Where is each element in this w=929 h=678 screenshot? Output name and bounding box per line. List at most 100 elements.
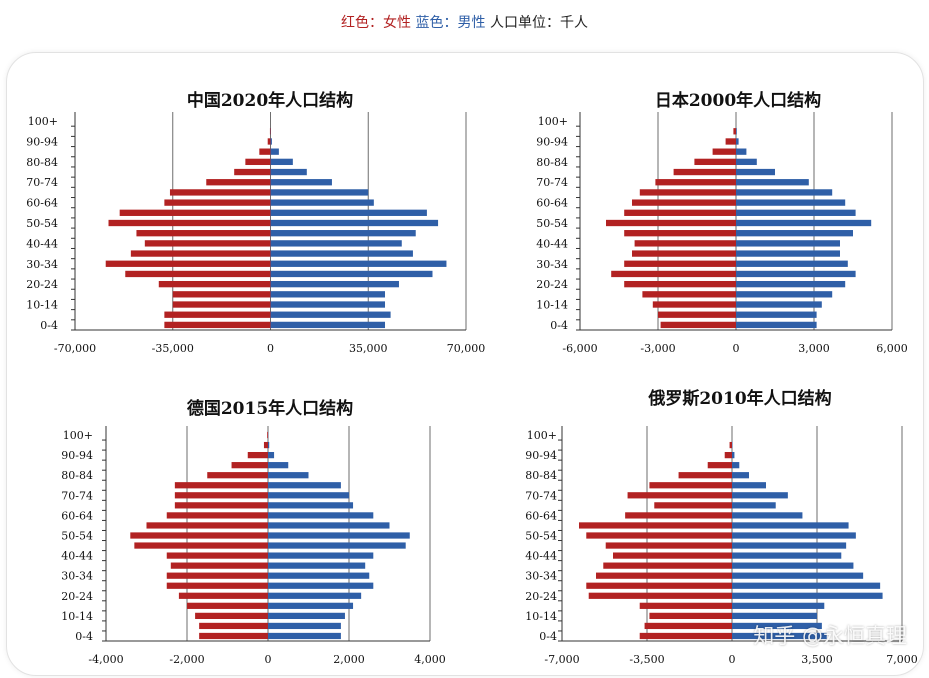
female-bar bbox=[170, 562, 268, 569]
male-bar bbox=[732, 472, 749, 479]
male-bar bbox=[732, 622, 822, 630]
male-bar bbox=[736, 230, 853, 237]
chart-title: 日本2000年人口结构 bbox=[655, 90, 821, 111]
female-bar bbox=[158, 280, 271, 288]
x-tick-label: -70,000 bbox=[54, 342, 96, 355]
female-bar bbox=[586, 532, 732, 539]
male-bar bbox=[732, 502, 776, 509]
x-tick-label: 0 bbox=[729, 653, 736, 666]
male-bar bbox=[270, 240, 402, 247]
female-bar bbox=[247, 452, 268, 459]
male-bar bbox=[268, 542, 406, 549]
male-bar bbox=[268, 452, 275, 459]
chart-title: 德国2015年人口结构 bbox=[187, 398, 353, 419]
age-group-label: 80-84 bbox=[536, 156, 568, 169]
female-bar bbox=[632, 250, 736, 257]
x-tick-label: 0 bbox=[265, 653, 272, 666]
male-bar bbox=[736, 270, 856, 278]
age-group-label: 0-4 bbox=[40, 319, 58, 332]
x-tick-label: -35,000 bbox=[152, 342, 194, 355]
age-group-label: 30-34 bbox=[525, 570, 557, 583]
female-bar bbox=[164, 199, 271, 206]
female-bar bbox=[624, 209, 736, 216]
male-bar bbox=[270, 179, 332, 186]
age-group-label: 50-54 bbox=[536, 217, 568, 230]
chart-title: 俄罗斯2010年人口结构 bbox=[647, 388, 831, 409]
female-bar bbox=[605, 542, 732, 549]
female-bar bbox=[649, 482, 732, 489]
male-bar bbox=[736, 199, 846, 206]
age-group-label: 90-94 bbox=[26, 135, 58, 148]
male-bar bbox=[268, 622, 341, 630]
age-group-label: 10-14 bbox=[61, 610, 93, 623]
male-bar bbox=[732, 632, 827, 640]
male-bar bbox=[268, 582, 374, 589]
female-bar bbox=[207, 472, 268, 479]
female-bar bbox=[105, 260, 271, 267]
male-bar bbox=[736, 291, 833, 298]
male-bar bbox=[270, 148, 279, 155]
age-group-label: 90-94 bbox=[525, 449, 557, 462]
female-bar bbox=[678, 472, 732, 479]
age-group-label: 70-74 bbox=[525, 489, 557, 502]
male-bar bbox=[732, 532, 856, 539]
age-group-label: 70-74 bbox=[61, 489, 93, 502]
female-bar bbox=[625, 512, 732, 519]
x-tick-label: 0 bbox=[733, 342, 740, 355]
male-bar bbox=[268, 552, 374, 559]
x-tick-label: -2,000 bbox=[169, 653, 204, 666]
female-bar bbox=[586, 582, 732, 589]
male-bar bbox=[736, 321, 817, 329]
female-bar bbox=[579, 522, 732, 529]
age-group-label: 90-94 bbox=[61, 449, 93, 462]
female-bar bbox=[259, 148, 271, 155]
male-bar bbox=[270, 199, 374, 206]
age-group-label: 70-74 bbox=[26, 176, 58, 189]
x-tick-label: 2,000 bbox=[333, 653, 365, 666]
male-bar bbox=[732, 542, 847, 549]
female-bar bbox=[174, 482, 268, 489]
female-bar bbox=[199, 622, 268, 630]
age-group-label: 40-44 bbox=[61, 550, 93, 563]
male-bar bbox=[736, 280, 846, 288]
female-bar bbox=[639, 189, 736, 196]
female-bar bbox=[603, 562, 732, 569]
female-bar bbox=[172, 291, 271, 298]
male-bar bbox=[268, 602, 354, 609]
female-bar bbox=[639, 602, 732, 609]
female-bar bbox=[172, 301, 271, 308]
male-bar bbox=[270, 291, 386, 298]
male-bar bbox=[736, 179, 809, 186]
age-group-label: 100+ bbox=[538, 115, 568, 128]
female-bar bbox=[108, 219, 271, 227]
x-tick-label: 0 bbox=[267, 342, 274, 355]
age-group-label: 10-14 bbox=[536, 299, 568, 312]
male-bar bbox=[732, 512, 803, 519]
x-tick-label: 70,000 bbox=[447, 342, 486, 355]
legend-male: 蓝色：男性 bbox=[415, 15, 486, 31]
male-bar bbox=[736, 138, 739, 145]
female-bar bbox=[134, 542, 268, 549]
male-bar bbox=[270, 250, 413, 257]
age-group-label: 100+ bbox=[63, 429, 93, 442]
male-bar bbox=[268, 632, 341, 640]
male-bar bbox=[268, 532, 410, 539]
female-bar bbox=[712, 148, 736, 155]
male-bar bbox=[270, 189, 369, 196]
female-bar bbox=[267, 138, 271, 145]
female-bar bbox=[164, 311, 271, 318]
male-bar bbox=[732, 562, 854, 569]
female-bar bbox=[169, 189, 271, 196]
male-bar bbox=[270, 260, 447, 267]
female-bar bbox=[136, 230, 271, 237]
male-bar bbox=[736, 240, 840, 247]
legend-caption: 红色：女性 蓝色：男性 人口单位：千人 bbox=[0, 12, 929, 32]
female-bar bbox=[119, 209, 271, 216]
male-bar bbox=[732, 482, 766, 489]
male-bar bbox=[732, 602, 825, 609]
male-bar bbox=[732, 592, 883, 599]
age-group-label: 80-84 bbox=[525, 469, 557, 482]
male-bar bbox=[736, 209, 856, 216]
female-bar bbox=[624, 280, 736, 288]
age-group-label: 40-44 bbox=[536, 237, 568, 250]
